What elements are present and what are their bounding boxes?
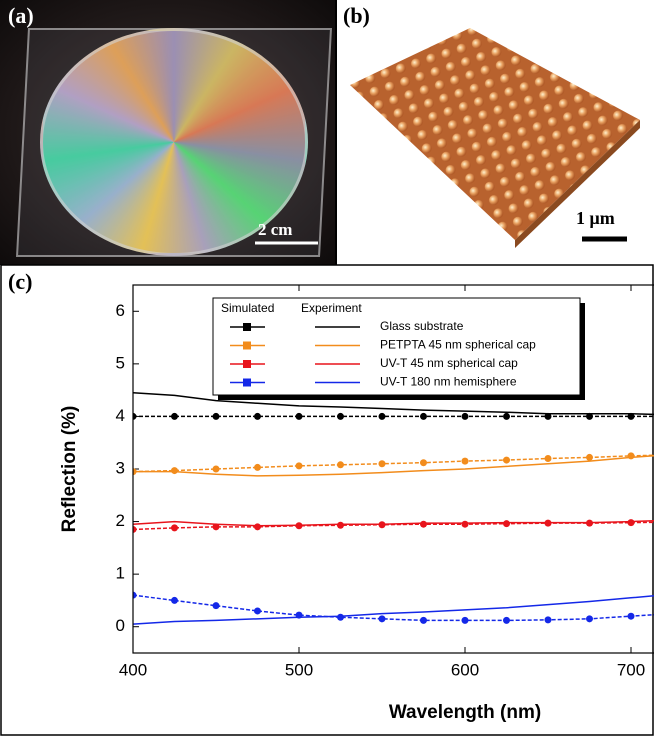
simulated-marker [379,413,386,420]
legend-label: PETPTA 45 nm spherical cap [380,338,536,352]
y-tick-label: 4 [116,406,125,425]
legend-label: Glass substrate [380,319,464,333]
legend-swatch [243,323,251,331]
experiment-line [133,579,654,624]
simulated-marker [628,452,635,459]
simulated-marker [545,455,552,462]
simulated-marker [171,413,178,420]
simulated-marker [420,617,427,624]
figure: (a) 2 cm (b) 1 μm (c) Wavelength (nm) Re… [0,0,654,736]
simulated-marker [213,413,220,420]
simulated-marker [213,466,220,473]
simulated-marker [586,615,593,622]
page: {"panels": {"a": {"label": "(a)", "scale… [0,0,654,736]
experiment-line [133,445,654,475]
simulated-marker [213,523,220,530]
simulated-marker [545,616,552,623]
x-axis-label: Wavelength (nm) [389,702,541,723]
simulated-marker [462,617,469,624]
simulated-marker [545,520,552,527]
legend-label: UV-T 180 nm hemisphere [380,375,517,389]
legend-label: UV-T 45 nm spherical cap [380,356,518,370]
simulated-marker [420,459,427,466]
legend-swatch [243,342,251,350]
x-tick-label: 500 [285,660,313,679]
legend-header: Simulated [221,301,274,315]
simulated-marker [628,519,635,526]
simulated-marker [337,614,344,621]
y-tick-label: 0 [116,616,125,635]
plot-area [130,393,654,624]
simulated-marker [586,413,593,420]
simulated-marker [171,524,178,531]
simulated-marker [628,413,635,420]
legend-swatch [243,360,251,368]
x-tick-label: 700 [617,660,645,679]
simulated-marker [462,521,469,528]
x-tick-label: 400 [119,660,147,679]
simulated-marker [379,521,386,528]
simulated-marker [379,460,386,467]
simulated-marker [462,413,469,420]
simulated-marker [254,413,261,420]
simulated-marker [296,413,303,420]
scale-label: 2 cm [258,220,292,239]
simulated-marker [296,612,303,619]
simulated-marker [171,467,178,474]
simulated-marker [545,413,552,420]
y-axis-label: Reflection (%) [59,406,80,533]
simulated-marker [503,520,510,527]
simulated-line [133,451,654,472]
simulated-marker [296,462,303,469]
y-tick-label: 6 [116,301,125,320]
legend-header: Experiment [301,301,362,315]
simulated-marker [420,521,427,528]
simulated-marker [254,464,261,471]
simulated-marker [337,413,344,420]
simulated-marker [337,461,344,468]
simulated-marker [462,458,469,465]
simulated-marker [296,522,303,529]
simulated-marker [503,413,510,420]
y-tick-label: 5 [116,353,125,372]
panel-label: (c) [8,269,32,294]
simulated-marker [503,617,510,624]
simulated-marker [213,602,220,609]
y-tick-label: 3 [116,458,125,477]
simulated-marker [586,454,593,461]
x-tick-label: 600 [451,660,479,679]
simulated-marker [503,457,510,464]
simulated-marker [171,597,178,604]
simulated-marker [379,615,386,622]
simulated-marker [420,413,427,420]
simulated-marker [254,523,261,530]
panel-label: (a) [8,3,34,28]
simulated-marker [337,522,344,529]
simulated-marker [628,613,635,620]
simulated-marker [254,607,261,614]
panel-label: (b) [343,3,370,28]
scale-label: 1 μm [576,208,615,228]
legend-swatch [243,379,251,387]
y-tick-label: 1 [116,564,125,583]
simulated-marker [586,520,593,527]
simulated-line [133,595,654,620]
y-tick-label: 2 [116,511,125,530]
